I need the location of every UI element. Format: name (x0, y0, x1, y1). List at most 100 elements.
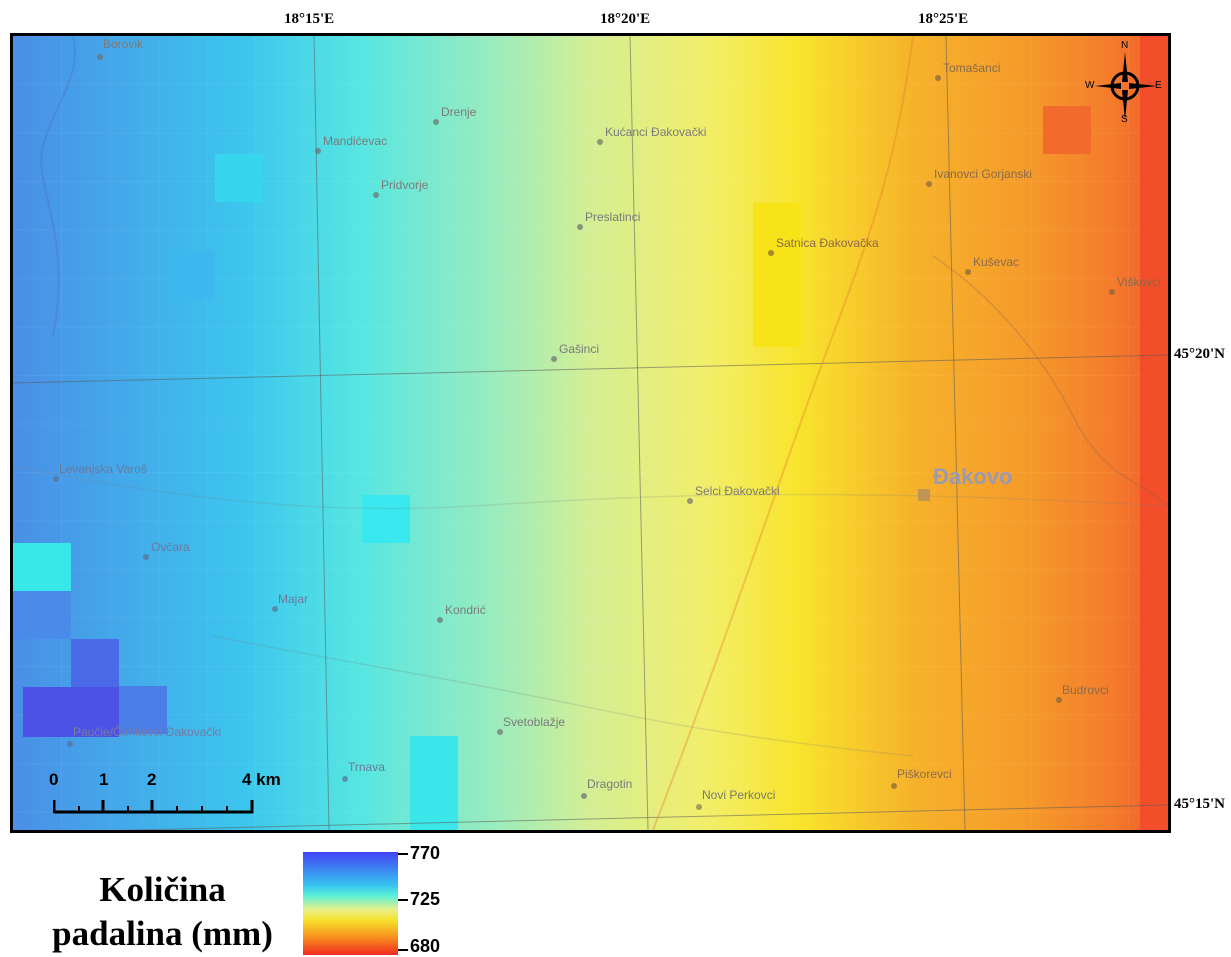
place-label: Budrovci (1062, 683, 1109, 697)
legend-mid-label: 725 (410, 889, 441, 909)
place-label: Paučje/Čenkovci Đakovački (73, 725, 222, 739)
place-dot (433, 119, 439, 125)
place-label: Ovčara (151, 540, 190, 554)
place-label: Levanjska Varoš (59, 462, 147, 476)
place-label: Svetoblažje (503, 715, 566, 729)
coord-label-18-25e: 18°25'E (918, 11, 969, 27)
place-label: Pridvorje (381, 178, 429, 192)
place-dot (768, 250, 774, 256)
raster-cell (71, 639, 119, 687)
place-dot (965, 269, 971, 275)
road (652, 36, 914, 830)
raster-cell (23, 687, 119, 737)
place-dot (437, 617, 443, 623)
raster-cell (13, 543, 71, 591)
place-label: Gašinci (559, 342, 600, 356)
scale-label-4km: 4 km (242, 770, 281, 789)
raster-cell (1140, 36, 1168, 830)
graticule-line (313, 36, 330, 830)
graticule-line (945, 36, 966, 830)
raster-cell (215, 154, 263, 202)
coord-label-45-20n: 45°20'N (1174, 346, 1225, 362)
place-dot (935, 75, 941, 81)
place-label: Viškovci (1117, 275, 1161, 289)
place-dot (597, 139, 603, 145)
place-dot (581, 793, 587, 799)
place-label: Tomašanci (943, 61, 1001, 75)
place-label: Piškorevci (897, 767, 952, 781)
coord-label-18-15e: 18°15'E (284, 11, 335, 27)
raster-cell (362, 495, 410, 543)
legend-title-line2: padalina (mm) (52, 914, 273, 953)
place-dot (373, 192, 379, 198)
scale-label-2: 2 (147, 770, 157, 789)
west-label: W (1085, 80, 1095, 91)
place-dot (272, 606, 278, 612)
place-dot (891, 783, 897, 789)
place-dot (97, 54, 103, 60)
place-dot (1109, 289, 1115, 295)
map-canvas (13, 36, 1168, 830)
city-marker (918, 489, 930, 501)
raster-cell (753, 203, 801, 347)
river (40, 36, 76, 337)
precipitation-map: Borovik Drenje Mandićevac Kućanci Đakova… (10, 33, 1171, 833)
raster-cell (13, 591, 71, 639)
place-label: Kuševac (973, 255, 1020, 269)
coord-label-45-15n: 45°15'N (1174, 796, 1225, 812)
river (932, 255, 1168, 507)
raster-grid (13, 36, 1168, 830)
place-label: Trnava (348, 760, 385, 774)
scale-label-0: 0 (49, 770, 59, 789)
place-label: Satnica Đakovačka (776, 236, 879, 250)
place-label: Dragotin (587, 777, 633, 791)
place-label: Mandićevac (323, 134, 388, 148)
road (212, 635, 914, 757)
place-dot (315, 148, 321, 154)
legend-title: Količina padalina (mm) (30, 868, 295, 956)
legend-max-label: 770 (410, 843, 441, 863)
place-dot (687, 498, 693, 504)
north-arrow: N S E W (1081, 40, 1163, 125)
place-label: Selci Đakovački (695, 484, 780, 498)
road (13, 465, 1168, 510)
compass-icon (1095, 52, 1157, 120)
place-label: Novi Perkovci (702, 788, 776, 802)
city-label: Đakovo (933, 464, 1013, 489)
scale-bar: 0 1 2 4 km (45, 770, 305, 816)
graticule-line (116, 804, 1168, 830)
raster-cell (167, 251, 215, 299)
place-label: Ivanovci Gorjanski (934, 167, 1033, 181)
raster-cell (119, 686, 167, 734)
place-dot (67, 741, 73, 747)
place-dot (696, 804, 702, 810)
place-dot (342, 776, 348, 782)
east-label: E (1155, 80, 1162, 91)
legend-tick (398, 949, 408, 951)
place-label: Kućanci Đakovački (605, 125, 707, 139)
place-label: Borovik (103, 37, 144, 51)
place-label: Kondrić (445, 603, 486, 617)
graticule-line (629, 36, 649, 830)
place-label: Preslatinci (585, 210, 641, 224)
scale-bar-graphic (53, 800, 254, 814)
legend-tick (398, 853, 408, 855)
legend-title-line1: Količina (99, 870, 226, 909)
graticule-line (13, 354, 1168, 384)
place-label: Majar (278, 592, 309, 606)
coord-label-18-20e: 18°20'E (600, 11, 651, 27)
legend-min-label: 680 (410, 936, 441, 956)
place-dot (53, 476, 59, 482)
scale-label-1: 1 (99, 770, 109, 789)
south-label: S (1121, 114, 1128, 125)
north-label: N (1121, 40, 1129, 51)
place-dot (551, 356, 557, 362)
legend-tick (398, 899, 408, 901)
place-dot (926, 181, 932, 187)
place-dot (143, 554, 149, 560)
place-dot (1056, 697, 1062, 703)
raster-cell (410, 736, 458, 830)
place-dot (497, 729, 503, 735)
place-dot (577, 224, 583, 230)
legend-color-ramp (303, 852, 398, 955)
